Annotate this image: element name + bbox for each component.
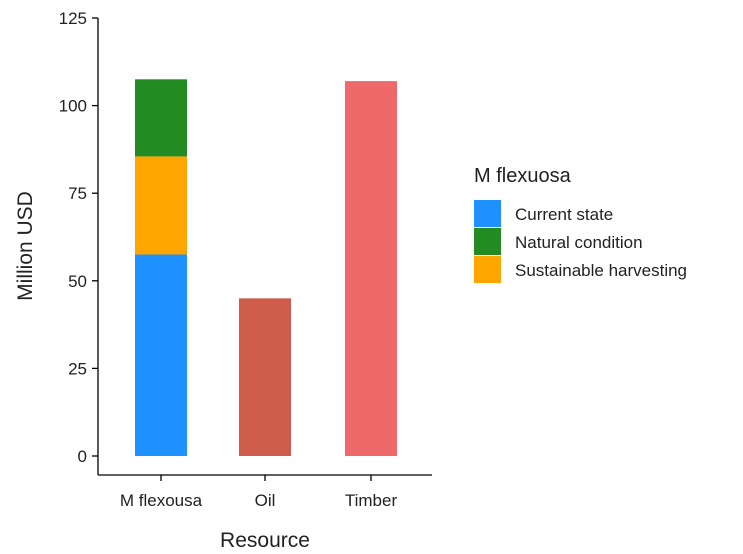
- x-tick-label: Oil: [255, 491, 276, 510]
- x-axis-title: Resource: [220, 529, 310, 552]
- y-axis-title: Million USD: [14, 191, 37, 301]
- bar-segment-m-flexousa-current-state: [135, 254, 187, 456]
- x-ticks: M flexousa Oil Timber: [120, 475, 398, 510]
- y-tick-label: 0: [78, 447, 87, 466]
- legend-title: M flexuosa: [474, 165, 572, 187]
- bar-segment-oil: [239, 298, 291, 456]
- legend-swatch: [474, 228, 501, 255]
- y-ticks: 0 25 50 75 100 125: [59, 9, 98, 466]
- bar-segment-m-flexousa-sustainable-harvesting: [135, 156, 187, 255]
- y-tick-label: 125: [59, 9, 87, 28]
- legend-label: Natural condition: [515, 233, 643, 252]
- y-tick-label: 75: [68, 184, 87, 203]
- legend-label: Current state: [515, 205, 613, 224]
- legend-label: Sustainable harvesting: [515, 261, 687, 280]
- x-tick-label: Timber: [345, 491, 398, 510]
- x-tick-label: M flexousa: [120, 491, 203, 510]
- bar-segment-timber: [345, 81, 397, 457]
- legend-swatch: [474, 256, 501, 283]
- y-tick-label: 50: [68, 272, 87, 291]
- bar-segment-m-flexousa-natural-condition: [135, 79, 187, 157]
- legend: M flexuosa Current state Natural conditio…: [474, 165, 687, 283]
- legend-swatch: [474, 200, 501, 227]
- bars-layer: [135, 79, 397, 457]
- y-tick-label: 100: [59, 97, 87, 116]
- y-tick-label: 25: [68, 359, 87, 378]
